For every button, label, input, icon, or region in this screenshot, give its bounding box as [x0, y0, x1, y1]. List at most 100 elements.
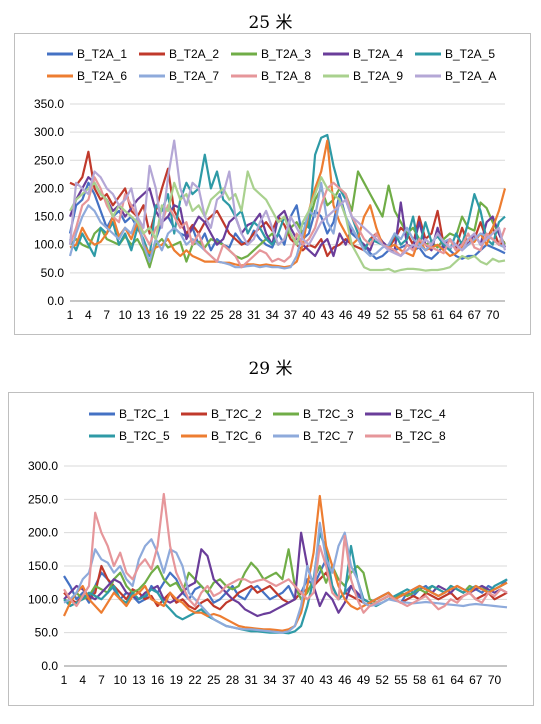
legend-label: B_T2A_5	[445, 47, 495, 61]
x-tick-label: 31	[245, 673, 259, 687]
y-tick-label: 0.0	[47, 294, 64, 308]
x-tick-label: 61	[432, 673, 446, 687]
series-line-B_T2A_A	[68, 139, 507, 258]
y-tick-label: 100.0	[34, 238, 64, 252]
x-tick-label: 43	[319, 673, 333, 687]
legend-item: B_T2C_5	[89, 429, 170, 443]
legend-label: B_T2C_4	[395, 407, 446, 421]
legend-label: B_T2A_7	[169, 69, 219, 83]
legend-item: B_T2C_6	[181, 429, 262, 443]
x-tick-label: 31	[247, 308, 261, 322]
y-tick-label: 350.0	[34, 97, 64, 111]
legend-item: B_T2A_2	[139, 47, 219, 61]
y-tick-label: 300.0	[28, 459, 58, 473]
legend-item: B_T2A_3	[231, 47, 311, 61]
legend-label: B_T2C_5	[119, 429, 170, 443]
x-tick-label: 37	[282, 673, 296, 687]
legend-label: B_T2A_1	[77, 47, 127, 61]
x-tick-label: 22	[192, 308, 206, 322]
y-tick-label: 150.0	[28, 559, 58, 573]
chart-2-panel: 0.0 50.0 100.0 150.0 200.0 250.0 300.0 1 4 7 10 13 1…	[8, 392, 534, 706]
legend-item: B_T2A_7	[139, 69, 219, 83]
legend-item: B_T2A_9	[323, 69, 403, 83]
legend-label: B_T2A_8	[261, 69, 311, 83]
chart-1-title: 25 米	[248, 13, 293, 33]
x-tick-label: 10	[118, 308, 132, 322]
x-tick-label: 70	[488, 673, 502, 687]
legend-label: B_T2A_3	[261, 47, 311, 61]
x-tick-label: 67	[469, 673, 483, 687]
legend-label: B_T2C_6	[211, 429, 262, 443]
x-tick-label: 40	[302, 308, 316, 322]
legend-label: B_T2C_3	[303, 407, 354, 421]
legend-item: B_T2A_1	[47, 47, 127, 61]
series-line-B_T2C_8	[63, 492, 508, 614]
x-tick-label: 49	[357, 308, 371, 322]
chart-2-title: 29 米	[248, 359, 293, 379]
x-tick-label: 70	[486, 308, 500, 322]
y-tick-label: 100.0	[28, 592, 58, 606]
series-line-B_T2C_6	[63, 494, 508, 632]
x-tick-label: 52	[376, 673, 390, 687]
y-tick-label: 50.0	[35, 626, 59, 640]
legend-label: B_T2C_2	[211, 407, 262, 421]
x-tick-label: 58	[413, 673, 427, 687]
x-tick-label: 37	[284, 308, 298, 322]
x-tick-label: 55	[394, 673, 408, 687]
chart-2-svg: 0.0 50.0 100.0 150.0 200.0 250.0 300.0 1 4 7 10 13 1…	[28, 407, 508, 687]
x-tick-label: 64	[450, 673, 464, 687]
legend-label: B_T2A_6	[77, 69, 127, 83]
legend-label: B_T2C_8	[395, 429, 446, 443]
legend-label: B_T2A_4	[353, 47, 403, 61]
legend-item: B_T2C_7	[273, 429, 354, 443]
legend-item: B_T2C_1	[89, 407, 170, 421]
legend-item: B_T2A_A	[415, 69, 496, 83]
x-tick-label: 46	[338, 673, 352, 687]
x-tick-label: 16	[155, 308, 169, 322]
legend-item: B_T2C_4	[365, 407, 446, 421]
x-tick-label: 64	[449, 308, 463, 322]
y-tick-label: 150.0	[34, 210, 64, 224]
y-tick-label: 250.0	[34, 153, 64, 167]
x-tick-label: 25	[207, 673, 221, 687]
x-tick-label: 67	[468, 308, 482, 322]
x-tick-label: 10	[113, 673, 127, 687]
chart-1-panel: 0.0 50.0 100.0 150.0 200.0 250.0 300.0 350.0 1 4 7…	[14, 33, 531, 335]
y-tick-label: 0.0	[41, 659, 58, 673]
x-tick-label: 55	[394, 308, 408, 322]
legend-item: B_T2A_4	[323, 47, 403, 61]
y-tick-label: 300.0	[34, 125, 64, 139]
y-tick-label: 200.0	[28, 526, 58, 540]
legend-label: B_T2C_7	[303, 429, 354, 443]
x-tick-label: 58	[413, 308, 427, 322]
x-tick-label: 1	[67, 308, 74, 322]
x-tick-label: 7	[98, 673, 105, 687]
x-tick-label: 22	[188, 673, 202, 687]
x-tick-label: 4	[79, 673, 86, 687]
legend-item: B_T2C_8	[365, 429, 446, 443]
x-tick-label: 52	[376, 308, 390, 322]
x-tick-label: 13	[137, 308, 151, 322]
x-tick-label: 16	[151, 673, 165, 687]
legend-label: B_T2C_1	[119, 407, 170, 421]
legend-item: B_T2A_6	[47, 69, 127, 83]
x-tick-label: 46	[339, 308, 353, 322]
x-tick-label: 49	[357, 673, 371, 687]
x-tick-label: 28	[229, 308, 243, 322]
x-tick-label: 13	[132, 673, 146, 687]
x-tick-label: 4	[85, 308, 92, 322]
legend-item: B_T2A_8	[231, 69, 311, 83]
y-tick-label: 250.0	[28, 492, 58, 506]
legend-item: B_T2C_3	[273, 407, 354, 421]
legend-label: B_T2A_A	[445, 69, 496, 83]
x-tick-label: 7	[103, 308, 110, 322]
x-tick-label: 34	[266, 308, 280, 322]
x-tick-label: 34	[263, 673, 277, 687]
x-tick-label: 61	[431, 308, 445, 322]
y-tick-label: 50.0	[41, 266, 65, 280]
x-tick-label: 40	[301, 673, 315, 687]
x-tick-label: 25	[210, 308, 224, 322]
legend-item: B_T2C_2	[181, 407, 262, 421]
legend-label: B_T2A_2	[169, 47, 219, 61]
